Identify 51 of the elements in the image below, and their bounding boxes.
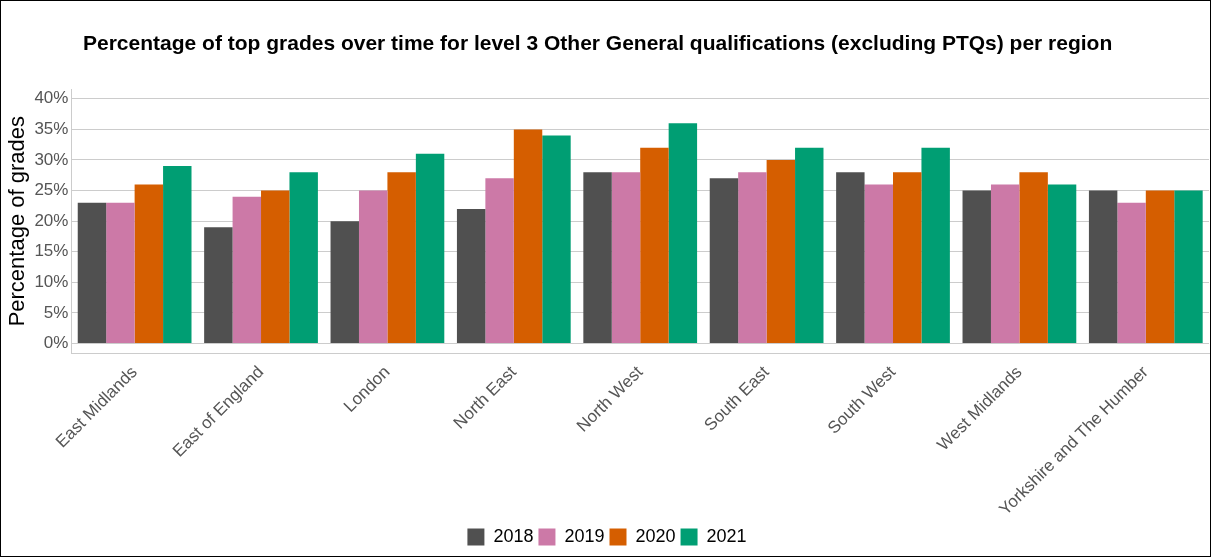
y-tick-label: 40% <box>34 88 69 108</box>
bar <box>921 147 950 344</box>
bar <box>640 147 669 344</box>
y-tick-label: 25% <box>34 180 69 200</box>
y-tick-label: 10% <box>34 272 69 292</box>
legend-label: 2019 <box>564 525 605 546</box>
y-tick-label: 0% <box>43 333 69 353</box>
bar <box>766 159 796 344</box>
bar <box>289 172 318 344</box>
bar <box>542 135 571 344</box>
bar <box>358 190 388 344</box>
bar <box>456 208 486 344</box>
y-axis-title: Percentage of grades <box>4 115 30 327</box>
bar <box>864 184 894 344</box>
bar <box>1145 190 1175 344</box>
bar <box>232 196 262 344</box>
bar <box>583 172 612 344</box>
bar <box>738 172 767 344</box>
bar <box>1019 172 1048 344</box>
bar <box>668 123 698 344</box>
bar <box>204 227 233 344</box>
bar <box>261 190 290 344</box>
bar <box>611 172 641 344</box>
bar <box>106 202 135 344</box>
bar <box>387 172 416 344</box>
bar <box>1117 202 1146 344</box>
bar <box>330 221 359 344</box>
legend-label: 2020 <box>635 525 676 546</box>
y-tick-label: 15% <box>34 241 69 261</box>
bar <box>1047 184 1077 344</box>
bar <box>962 190 991 344</box>
chart-title: Percentage of top grades over time for level 3 Other General qualifications (excluding PTQs) per region <box>83 31 1114 55</box>
bar <box>893 172 922 344</box>
y-tick-label: 20% <box>34 210 69 230</box>
bar <box>990 184 1020 344</box>
bar <box>836 172 865 344</box>
bar <box>1088 190 1118 344</box>
bar <box>163 166 192 344</box>
bar <box>513 129 543 344</box>
y-tick-label: 30% <box>34 149 69 169</box>
bar <box>415 153 445 344</box>
y-tick-label: 5% <box>43 302 69 322</box>
y-tick-label: 35% <box>34 119 69 139</box>
bar <box>77 202 107 344</box>
bar <box>134 184 164 344</box>
legend-label: 2021 <box>706 525 747 546</box>
bar <box>709 178 739 344</box>
bar <box>795 147 824 344</box>
legend-label: 2018 <box>493 525 534 546</box>
bar <box>485 178 514 344</box>
bar <box>1174 190 1203 344</box>
